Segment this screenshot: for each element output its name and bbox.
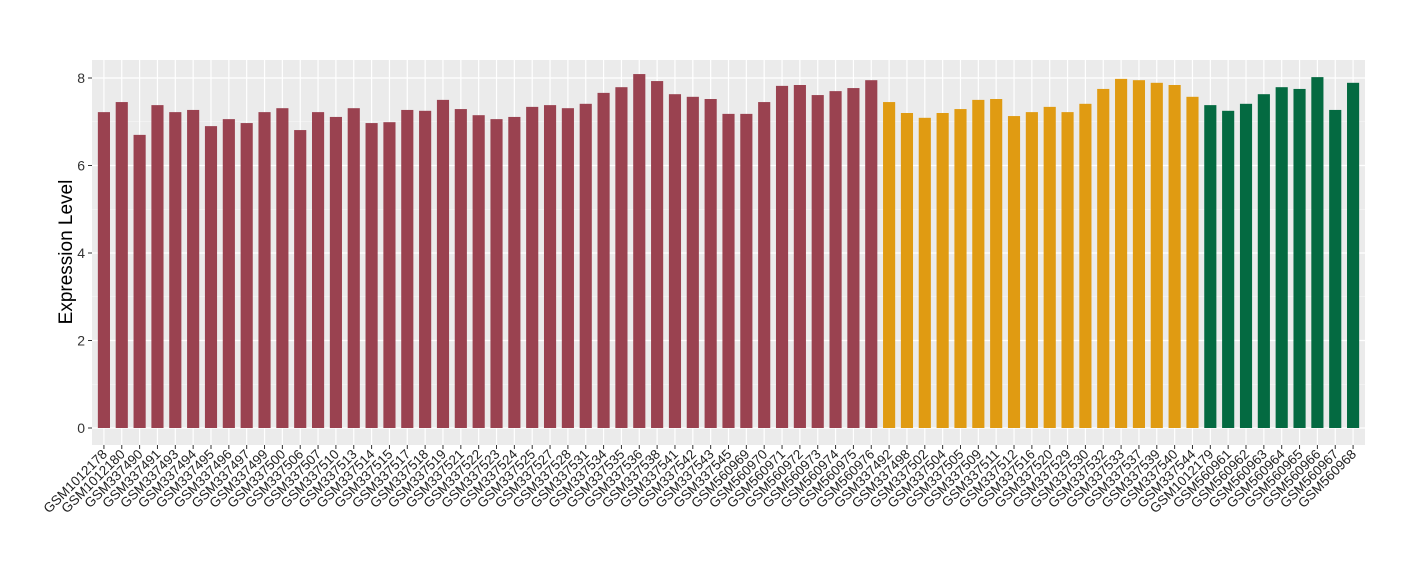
bar-GSM1012179	[1204, 105, 1217, 428]
bar-GSM337522	[472, 115, 485, 428]
bar-GSM337493	[169, 112, 182, 428]
bar-GSM560970	[758, 102, 771, 428]
bar-GSM337506	[294, 130, 307, 428]
bar-GSM337535	[615, 87, 628, 428]
bar-GSM337543	[704, 99, 717, 428]
bar-GSM337527	[543, 105, 557, 428]
y-tick-label: 0	[77, 420, 85, 436]
bar-GSM337505	[954, 109, 967, 428]
bar-GSM337492	[883, 102, 896, 428]
bar-GSM560973	[811, 95, 824, 428]
bar-GSM337507	[311, 112, 325, 428]
bar-GSM337500	[276, 108, 289, 428]
bar-GSM337509	[972, 99, 985, 428]
bar-GSM337512	[1007, 116, 1021, 428]
bar-GSM337530	[1079, 103, 1092, 428]
bar-GSM337521	[454, 109, 467, 428]
bar-GSM560976	[865, 80, 878, 428]
y-tick-label: 2	[77, 333, 85, 349]
x-axis: GSM1012178GSM1012180GSM337490GSM337491GS…	[41, 445, 1359, 516]
bar-GSM560969	[740, 113, 753, 428]
bar-GSM560974	[829, 91, 842, 428]
bar-GSM560961	[1222, 110, 1235, 428]
bar-GSM337537	[1132, 80, 1146, 428]
bar-GSM337510	[329, 116, 342, 428]
bar-GSM337533	[1115, 78, 1128, 428]
y-tick-label: 4	[77, 245, 85, 261]
y-axis-label: Expression Level	[56, 180, 77, 325]
bar-GSM560967	[1329, 109, 1342, 428]
bar-GSM337497	[240, 123, 253, 428]
bar-GSM560975	[847, 88, 860, 428]
bar-GSM337539	[1150, 82, 1163, 428]
bar-GSM337494	[187, 109, 200, 428]
bar-GSM560963	[1257, 94, 1270, 428]
bar-GSM1012180	[115, 102, 128, 428]
bar-GSM337515	[383, 122, 396, 428]
bar-GSM337536	[633, 74, 646, 428]
bar-GSM337519	[436, 99, 450, 428]
bar-GSM337502	[918, 117, 931, 428]
bar-GSM337524	[508, 116, 521, 428]
bar-GSM337528	[561, 108, 574, 428]
bar-GSM337534	[597, 92, 610, 428]
bar-GSM337520	[1043, 106, 1056, 428]
bar-GSM337490	[133, 134, 146, 428]
bar-GSM337545	[722, 113, 735, 428]
bar-GSM560972	[793, 85, 806, 428]
bar-GSM337495	[204, 126, 218, 428]
bar-GSM560965	[1293, 88, 1306, 428]
bar-GSM337511	[990, 99, 1003, 428]
bars	[97, 74, 1360, 428]
bar-GSM337491	[151, 105, 164, 428]
bar-GSM337542	[686, 96, 699, 428]
y-tick-label: 6	[77, 158, 85, 174]
bar-GSM560962	[1239, 103, 1253, 428]
bar-GSM337496	[222, 119, 235, 428]
bar-GSM1012178	[97, 112, 110, 428]
bar-GSM337538	[651, 81, 664, 428]
bar-GSM337541	[668, 94, 682, 428]
bar-GSM337529	[1061, 112, 1074, 428]
bar-GSM337517	[401, 109, 414, 428]
bar-GSM337514	[365, 123, 378, 428]
bar-GSM337518	[419, 110, 432, 428]
bar-GSM337532	[1097, 88, 1110, 428]
bar-GSM560971	[775, 85, 789, 428]
y-tick-label: 8	[77, 70, 85, 86]
bar-GSM337544	[1186, 96, 1199, 428]
bar-GSM337531	[579, 103, 592, 428]
bar-GSM337513	[347, 108, 360, 428]
bar-GSM337540	[1168, 85, 1181, 428]
bar-GSM337499	[258, 112, 271, 428]
bar-GSM337525	[526, 106, 539, 428]
bar-GSM560968	[1347, 82, 1360, 428]
y-axis: 0 2 4 6 8	[77, 70, 92, 436]
bar-GSM337504	[936, 113, 949, 428]
bar-GSM337516	[1025, 112, 1038, 428]
bar-GSM337523	[490, 119, 503, 428]
bar-GSM560966	[1311, 77, 1324, 428]
bar-GSM560964	[1275, 87, 1288, 428]
bar-GSM337498	[900, 113, 914, 428]
